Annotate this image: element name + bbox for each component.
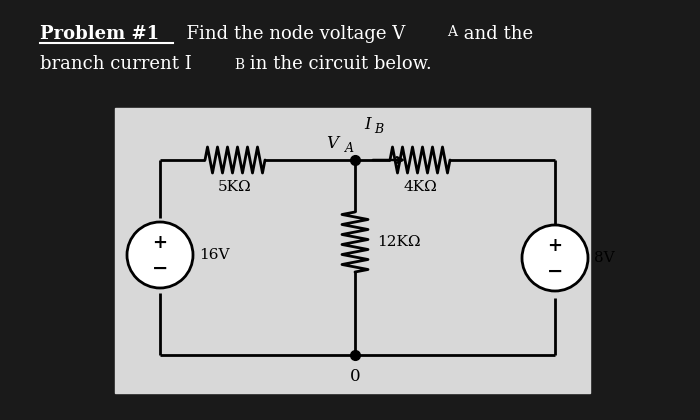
Text: in the circuit below.: in the circuit below.	[244, 55, 432, 73]
Text: B: B	[374, 123, 383, 136]
Circle shape	[522, 225, 588, 291]
Text: 4KΩ: 4KΩ	[403, 180, 437, 194]
Text: Problem #1: Problem #1	[40, 25, 159, 43]
Text: −: −	[152, 260, 168, 278]
Text: −: −	[547, 263, 564, 281]
Bar	[115, 108, 590, 393]
Text: V: V	[326, 135, 338, 152]
Text: 12KΩ: 12KΩ	[377, 235, 421, 249]
Text: A: A	[447, 25, 457, 39]
Text: B: B	[234, 58, 244, 72]
Text: I: I	[364, 116, 370, 133]
Text: 5KΩ: 5KΩ	[218, 180, 252, 194]
Text: +: +	[547, 237, 563, 255]
Circle shape	[127, 222, 193, 288]
Text: 0: 0	[350, 368, 360, 385]
Text: +: +	[153, 234, 167, 252]
Text: Find the node voltage V: Find the node voltage V	[175, 25, 405, 43]
Text: and the: and the	[458, 25, 533, 43]
Text: 16V: 16V	[199, 248, 230, 262]
Text: 8V: 8V	[594, 251, 615, 265]
Text: branch current I: branch current I	[40, 55, 192, 73]
Text: A: A	[345, 142, 354, 155]
